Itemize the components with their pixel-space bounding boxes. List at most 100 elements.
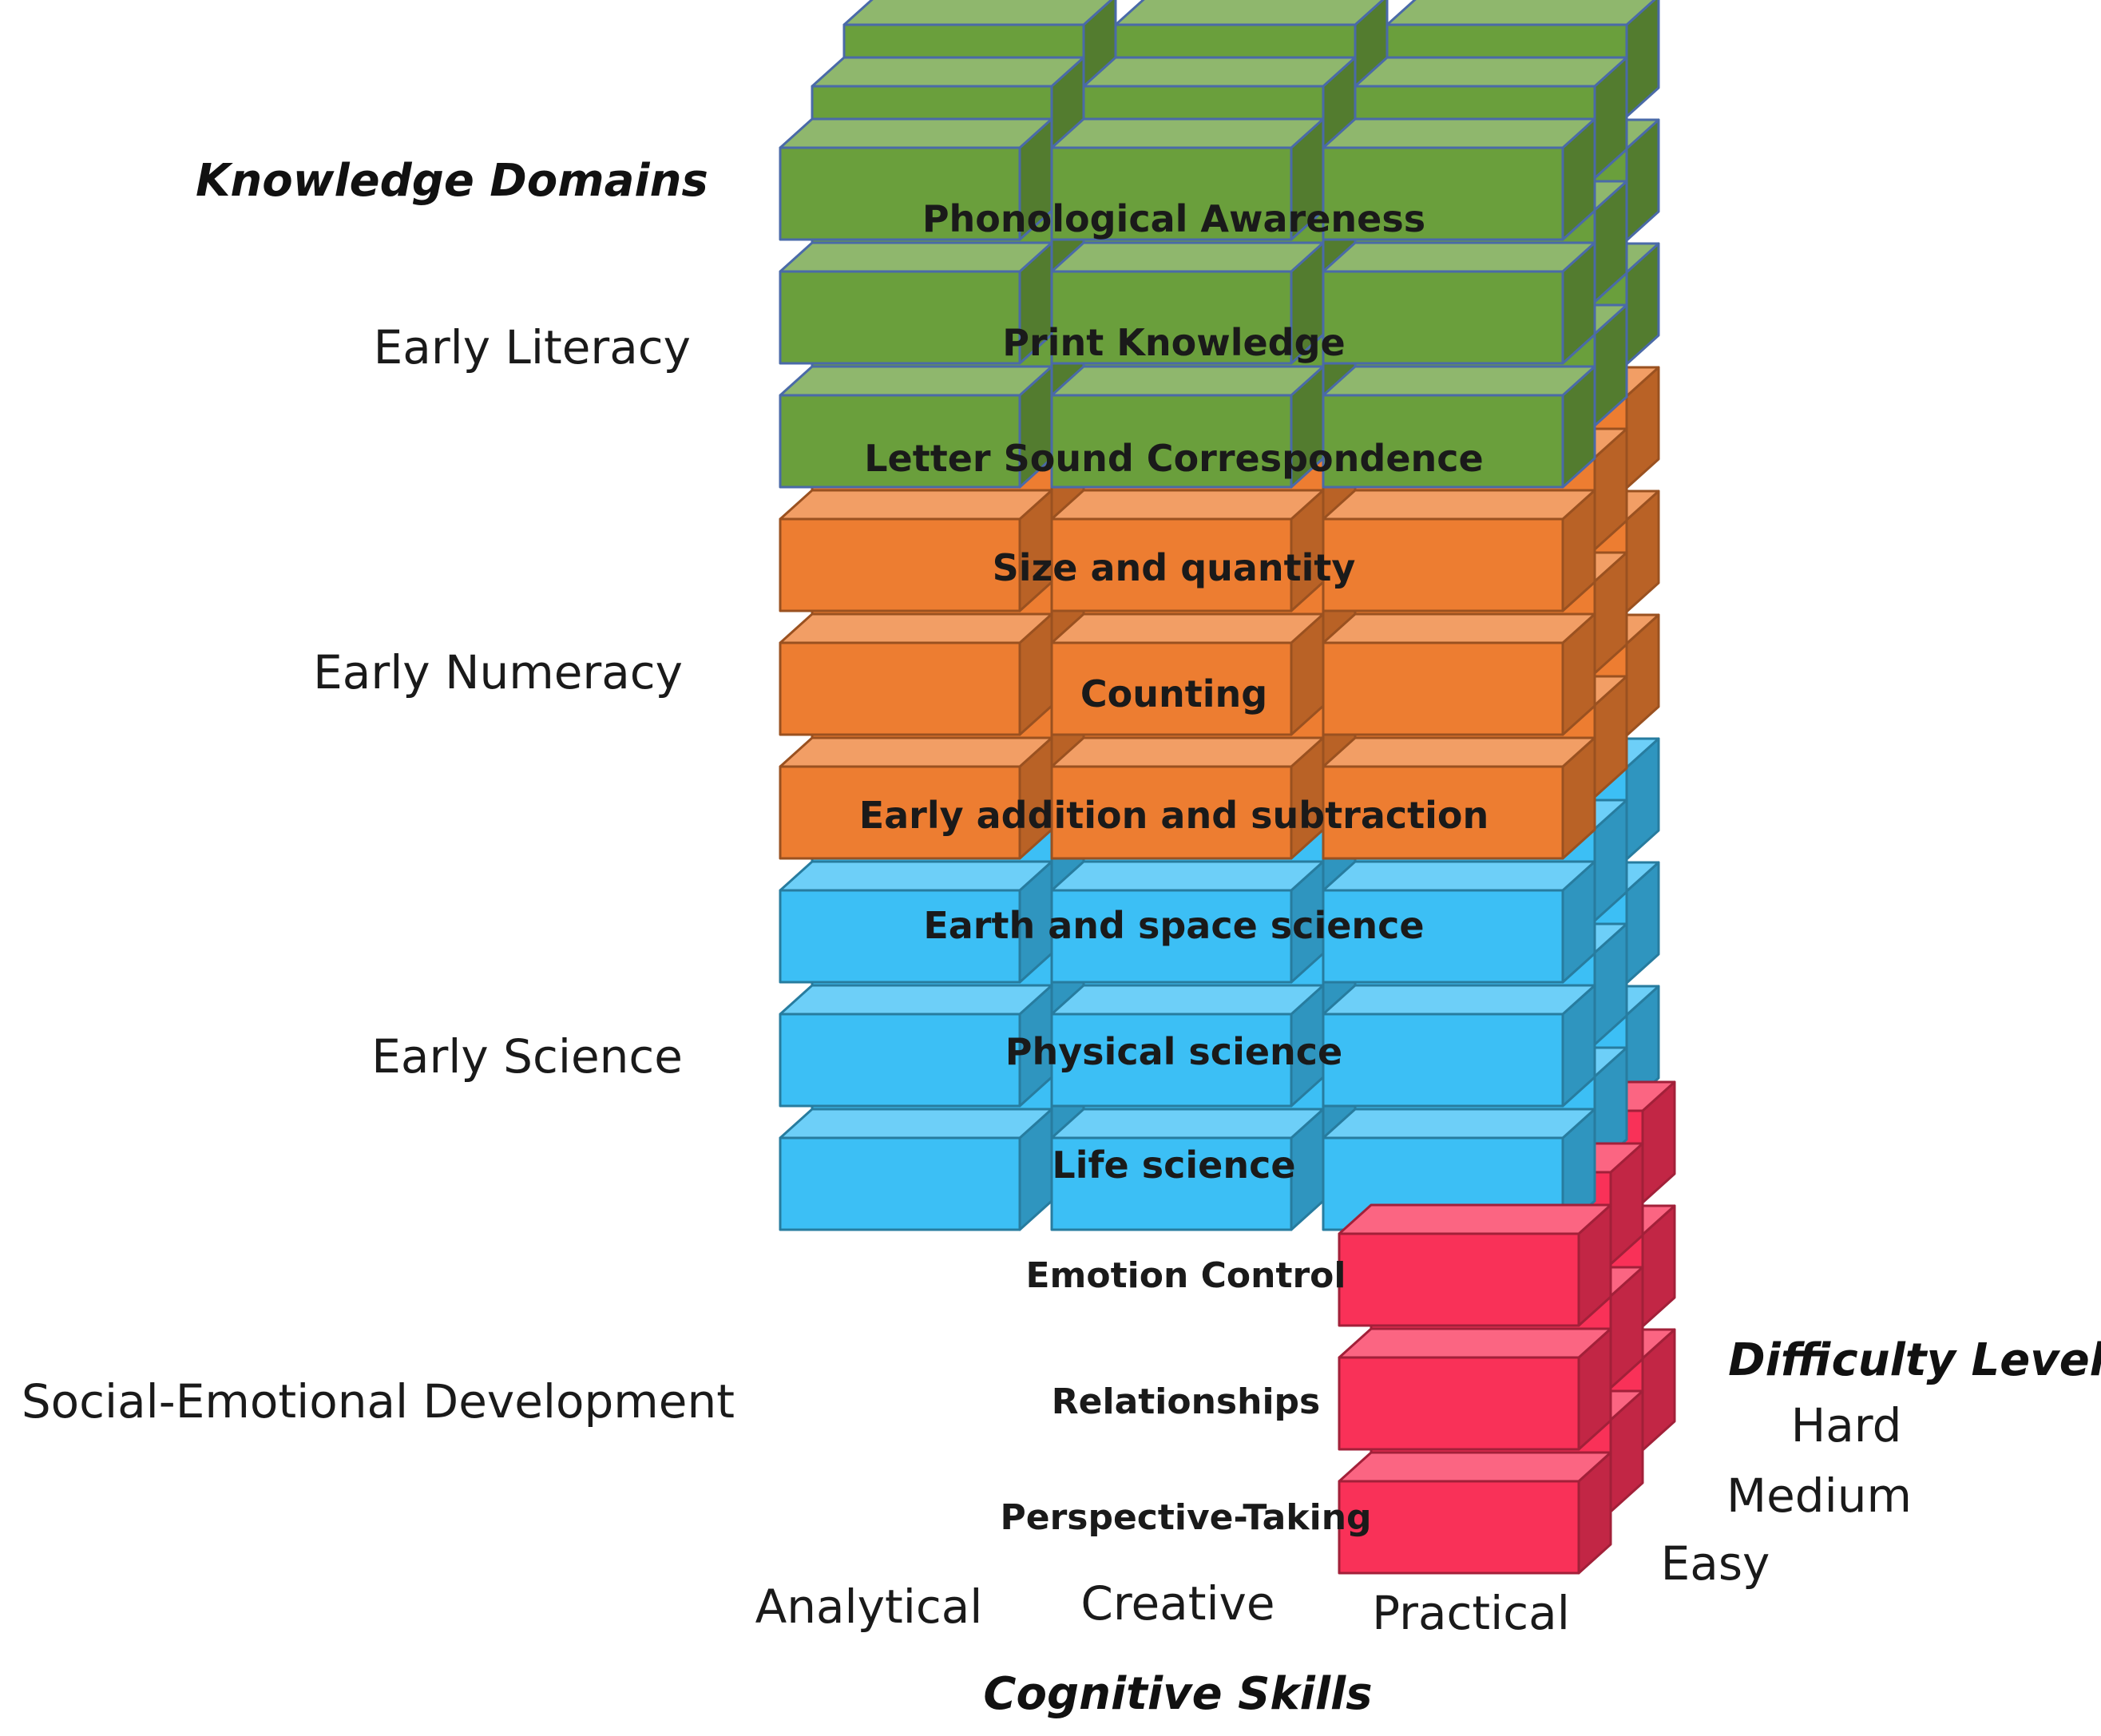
cube-front-face [779,517,1021,612]
subdomain-early-addition: Early addition and subtraction [859,794,1489,837]
cube [779,117,1053,241]
cognitive-skill-practical: Practical [1372,1586,1570,1640]
subdomain-print-knowledge: Print Knowledge [1002,321,1345,364]
cube-front-face [779,146,1021,241]
cube-top-face [779,612,1053,644]
subdomain-physical-science: Physical science [1005,1030,1343,1073]
cube-top-face [1322,612,1596,644]
domain-label-early-numeracy: Early Numeracy [313,645,683,700]
cube [1050,241,1325,365]
subdomain-emotion-control: Emotion Control [1025,1255,1346,1296]
cube-top-face [1322,984,1596,1016]
cube-top-face [811,56,1085,88]
cube [1050,489,1325,612]
cube [779,984,1053,1108]
cube-top-face [779,365,1053,397]
cube-front-face [779,765,1021,860]
cube-front-face [1322,641,1564,736]
cube-front-face [779,394,1021,489]
domain-label-early-literacy: Early Literacy [374,320,691,375]
cube-top-face [1322,860,1596,892]
cube-front-face [779,641,1021,736]
cube [1050,1108,1325,1231]
subdomain-relationships: Relationships [1052,1381,1320,1422]
cube [1338,1451,1612,1575]
subdomain-letter-sound: Letter Sound Correspondence [864,437,1484,480]
cube-top-face [1338,1203,1612,1235]
cube [1322,612,1596,736]
cube-front-face [1322,270,1564,365]
cube-top-face [779,736,1053,768]
subdomain-perspective-taking: Perspective-Taking [1000,1497,1371,1538]
difficulty-hard: Hard [1791,1398,1902,1453]
cube [1322,117,1596,241]
cube [779,241,1053,365]
cube [1322,241,1596,365]
cognitive-skill-creative: Creative [1080,1576,1274,1631]
cube-top-face [1322,736,1596,768]
cube-top-face [1114,0,1385,26]
cube-top-face [1050,984,1325,1016]
cube [1338,1327,1612,1451]
cube-stack [779,0,1676,1575]
cube-top-face [1322,117,1596,149]
cube [1338,1203,1612,1327]
cube [779,365,1053,489]
cube-top-face [842,0,1113,26]
cube-front-face [779,1136,1021,1231]
cube-front-face [1322,1013,1564,1108]
subdomain-size-quantity: Size and quantity [993,546,1356,589]
cube [779,860,1053,984]
cube-top-face [1338,1327,1612,1359]
domain-label-social-emotional: Social-Emotional Development [22,1374,735,1429]
cube [1322,984,1596,1108]
cube [1322,860,1596,984]
cube-top-face [1322,489,1596,521]
cube-top-face [779,1108,1053,1139]
cube-top-face [1050,736,1325,768]
cube [1050,736,1325,860]
knowledge-domains-title: Knowledge Domains [196,155,708,207]
cube-front-face [1322,517,1564,612]
cube [1050,117,1325,241]
cube-top-face [1050,365,1325,397]
cube-top-face [1322,241,1596,273]
cube [1050,860,1325,984]
subdomain-counting: Counting [1080,672,1267,715]
cube-front-face [1338,1480,1580,1575]
cube-front-face [779,1013,1021,1108]
cube [779,489,1053,612]
cube-top-face [1082,56,1357,88]
difficulty-level-title: Difficulty Level [1728,1334,2101,1386]
cube [779,736,1053,860]
cube-front-face [779,270,1021,365]
cube-top-face [779,241,1053,273]
cube-front-face [1338,1356,1580,1451]
cube [1050,612,1325,736]
cube-top-face [779,860,1053,892]
cube-top-face [779,489,1053,521]
difficulty-easy: Easy [1661,1536,1770,1591]
cube-top-face [1322,365,1596,397]
cognitive-skills-title: Cognitive Skills [983,1668,1372,1720]
subdomain-earth-space: Earth and space science [923,904,1424,947]
cube [1322,489,1596,612]
cube-top-face [1050,241,1325,273]
cube [1050,365,1325,489]
difficulty-medium: Medium [1726,1468,1912,1523]
cube-front-face [1338,1232,1580,1327]
subdomain-life-science: Life science [1052,1143,1295,1187]
cube-top-face [1050,612,1325,644]
cube-front-face [779,889,1021,984]
cube [1322,736,1596,860]
cube-top-face [1050,1108,1325,1139]
cube-top-face [779,117,1053,149]
cube-top-face [1354,56,1628,88]
domain-label-early-science: Early Science [371,1029,683,1084]
cube-top-face [1338,1451,1612,1483]
cube-top-face [1385,0,1656,26]
cube [779,1108,1053,1231]
cognitive-skill-analytical: Analytical [755,1579,983,1634]
subdomain-phonological-awareness: Phonological Awareness [922,197,1425,240]
